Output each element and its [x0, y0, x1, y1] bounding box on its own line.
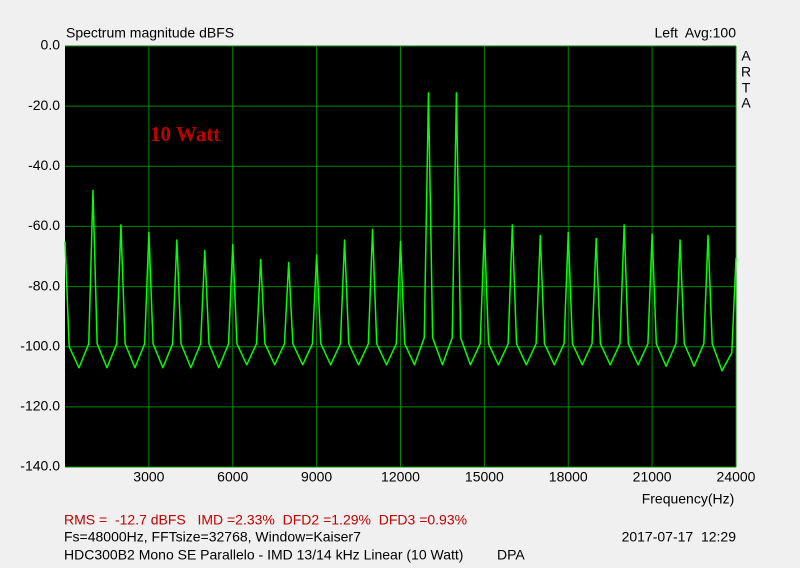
x-tick-label: 18000	[549, 469, 588, 485]
spectrum-line	[64, 92, 737, 372]
brand-letter: A	[741, 95, 751, 111]
annotation: 10 Watt	[150, 122, 220, 146]
y-tick-label: -60.0	[28, 217, 60, 233]
channel-info: Left Avg:100	[655, 25, 737, 41]
x-tick-label: 24000	[717, 469, 756, 485]
stats: RMS = -12.7 dBFS IMD =2.33% DFD2 =1.29% …	[64, 512, 467, 528]
timestamp: 2017-07-17 12:29	[622, 529, 737, 545]
x-axis-label: Frequency(Hz)	[642, 491, 735, 507]
description: HDC300B2 Mono SE Parallelo - IMD 13/14 k…	[64, 547, 463, 563]
x-tick-label: 12000	[381, 469, 420, 485]
author: DPA	[497, 547, 525, 563]
plot	[64, 92, 737, 372]
x-tick-label: 9000	[301, 469, 332, 485]
x-tick-label: 15000	[465, 469, 504, 485]
y-tick-label: 0.0	[41, 37, 61, 53]
brand-letter: T	[742, 80, 751, 96]
y-tick-label: -20.0	[28, 97, 60, 113]
x-tick-label: 3000	[133, 469, 164, 485]
chart-title: Spectrum magnitude dBFS	[66, 25, 234, 41]
y-tick-label: -100.0	[20, 337, 60, 353]
y-tick-label: -120.0	[20, 398, 60, 414]
settings: Fs=48000Hz, FFTsize=32768, Window=Kaiser…	[64, 529, 361, 545]
x-tick-label: 21000	[633, 469, 672, 485]
y-tick-label: -80.0	[28, 277, 60, 293]
x-tick-label: 6000	[217, 469, 248, 485]
y-tick-label: -140.0	[20, 458, 60, 474]
brand-letter: R	[741, 64, 751, 80]
brand-letter: A	[741, 48, 751, 64]
y-tick-label: -40.0	[28, 157, 60, 173]
